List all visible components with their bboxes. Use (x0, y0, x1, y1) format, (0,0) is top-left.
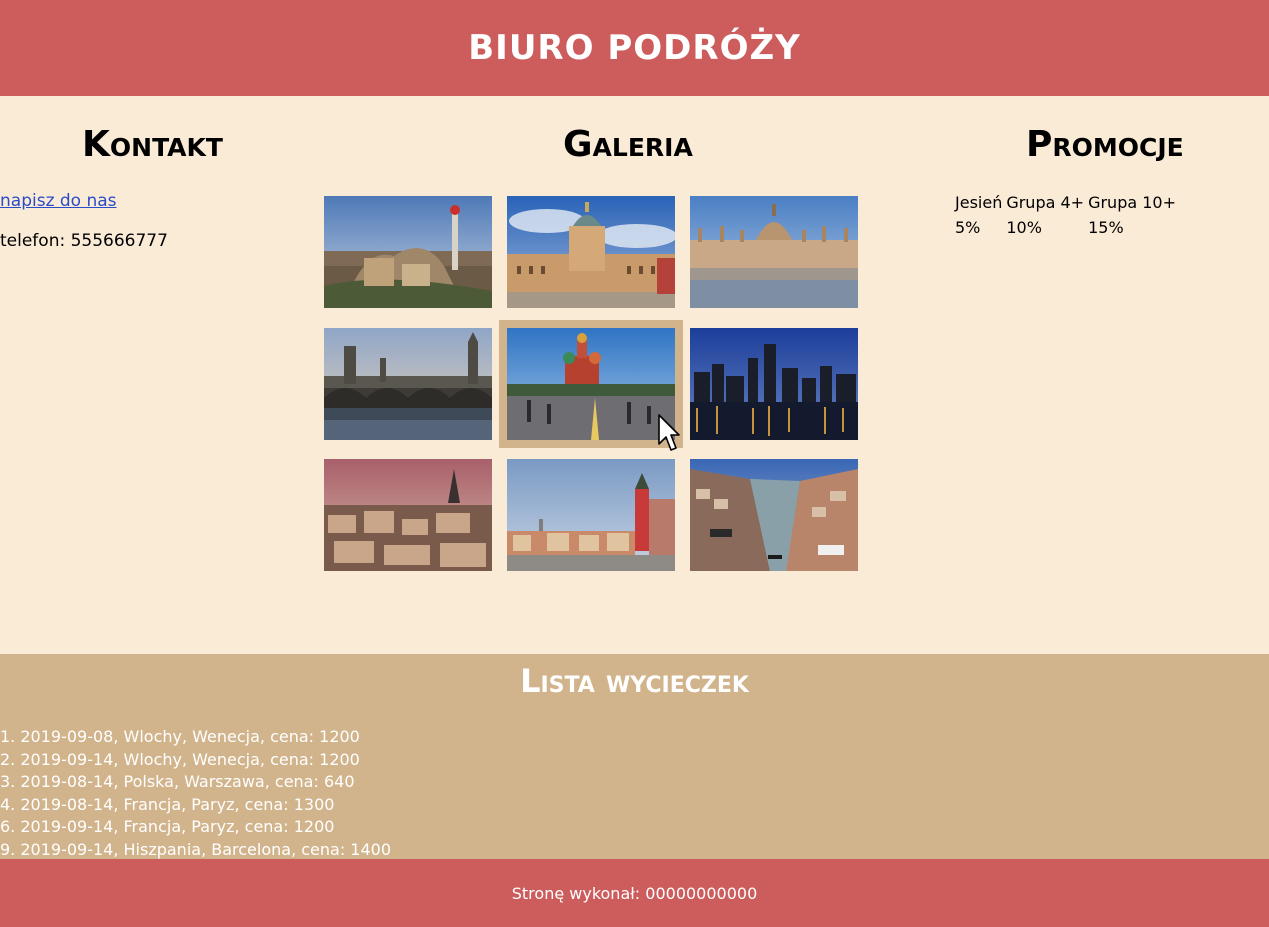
paris-rooftops-photo-icon (324, 459, 492, 571)
gallery-image-4[interactable] (324, 328, 492, 440)
trip-list: 1. 2019-09-08, Wlochy, Wenecja, cena: 12… (0, 726, 391, 859)
promotions-table: Jesień Grupa 4+ Grupa 10+ 5% 10% 15% (955, 193, 1180, 243)
list-item: 2. 2019-09-14, Wlochy, Wenecja, cena: 12… (0, 749, 360, 769)
palace-photo-icon (507, 196, 675, 308)
gallery-image-8[interactable] (507, 459, 675, 571)
promo-header-group10: Grupa 10+ (1088, 193, 1177, 212)
warsaw-old-town-photo-icon (507, 459, 675, 571)
gallery-grid (324, 196, 858, 571)
list-item: 1. 2019-09-08, Wlochy, Wenecja, cena: 12… (0, 727, 360, 746)
gallery-image-6[interactable] (690, 328, 858, 440)
promotions-header-row: Jesień Grupa 4+ Grupa 10+ (955, 193, 1180, 218)
phone-number: telefon: 555666777 (0, 231, 168, 251)
gallery-image-7[interactable] (324, 459, 492, 571)
email-link[interactable]: napisz do nas (0, 191, 117, 211)
promo-value-group10: 15% (1088, 218, 1124, 237)
list-item: 4. 2019-08-14, Francja, Paryz, cena: 130… (0, 794, 335, 814)
trip-list-title: Lista wycieczek (520, 662, 749, 700)
park-guell-photo-icon (324, 196, 492, 308)
promo-value-autumn: 5% (955, 218, 981, 237)
page-footer: Stronę wykonał: 00000000000 (0, 859, 1269, 927)
gallery-image-5[interactable] (499, 320, 683, 448)
list-item: 3. 2019-08-14, Polska, Warszawa, cena: 6… (0, 772, 355, 791)
venice-canal-photo-icon (690, 459, 858, 571)
contact-title: Kontakt (82, 124, 223, 165)
list-item: 9. 2019-09-14, Hiszpania, Barcelona, cen… (0, 839, 392, 859)
list-item: 6. 2019-09-14, Francja, Paryz, cena: 120… (0, 817, 335, 836)
site-title: BIURO PODRÓŻY (468, 28, 801, 68)
parliament-photo-icon (690, 196, 858, 308)
london-bridge-photo-icon (324, 328, 492, 440)
gallery-image-3[interactable] (690, 196, 858, 308)
moscow-square-photo-icon (507, 328, 675, 440)
promotions-title: Promocje (1026, 124, 1184, 165)
footer-author: Stronę wykonał: 00000000000 (511, 883, 758, 903)
promo-value-group4: 10% (1006, 218, 1042, 237)
gallery-title: Galeria (563, 124, 693, 165)
promo-header-group4: Grupa 4+ (1006, 193, 1085, 212)
gallery-image-1[interactable] (324, 196, 492, 308)
page-header: BIURO PODRÓŻY (0, 0, 1269, 96)
night-skyline-photo-icon (690, 328, 858, 440)
promotions-value-row: 5% 10% 15% (955, 218, 1180, 243)
gallery-image-2[interactable] (507, 196, 675, 308)
trip-list-section: Lista wycieczek 1. 2019-09-08, Wlochy, W… (0, 654, 1269, 859)
gallery-image-9[interactable] (690, 459, 858, 571)
promo-header-autumn: Jesień (955, 193, 1003, 212)
